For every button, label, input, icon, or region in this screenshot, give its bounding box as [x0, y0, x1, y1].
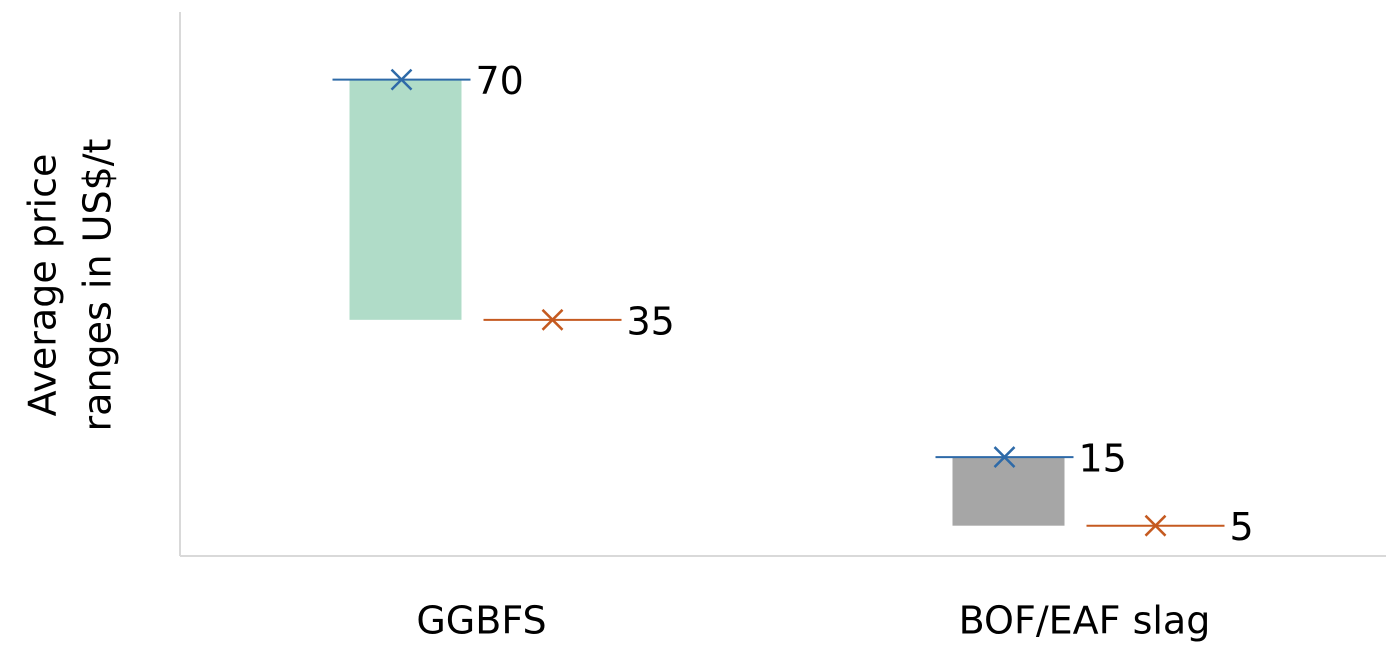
data-label: 5 — [1230, 505, 1254, 549]
data-label: 70 — [476, 59, 524, 103]
x-tick-label: BOF/EAF slag — [959, 599, 1211, 643]
bar — [349, 79, 462, 320]
high-marker — [390, 68, 413, 91]
y-axis-title: Average price — [21, 154, 65, 417]
high-marker — [993, 446, 1016, 468]
y-axis-title: ranges in US$/t — [76, 139, 120, 432]
data-label: 35 — [627, 299, 675, 343]
bar — [952, 457, 1065, 526]
x-tick-label: GGBFS — [416, 599, 546, 643]
low-marker — [541, 308, 564, 331]
low-marker — [1144, 514, 1167, 537]
data-label: 15 — [1079, 437, 1127, 481]
